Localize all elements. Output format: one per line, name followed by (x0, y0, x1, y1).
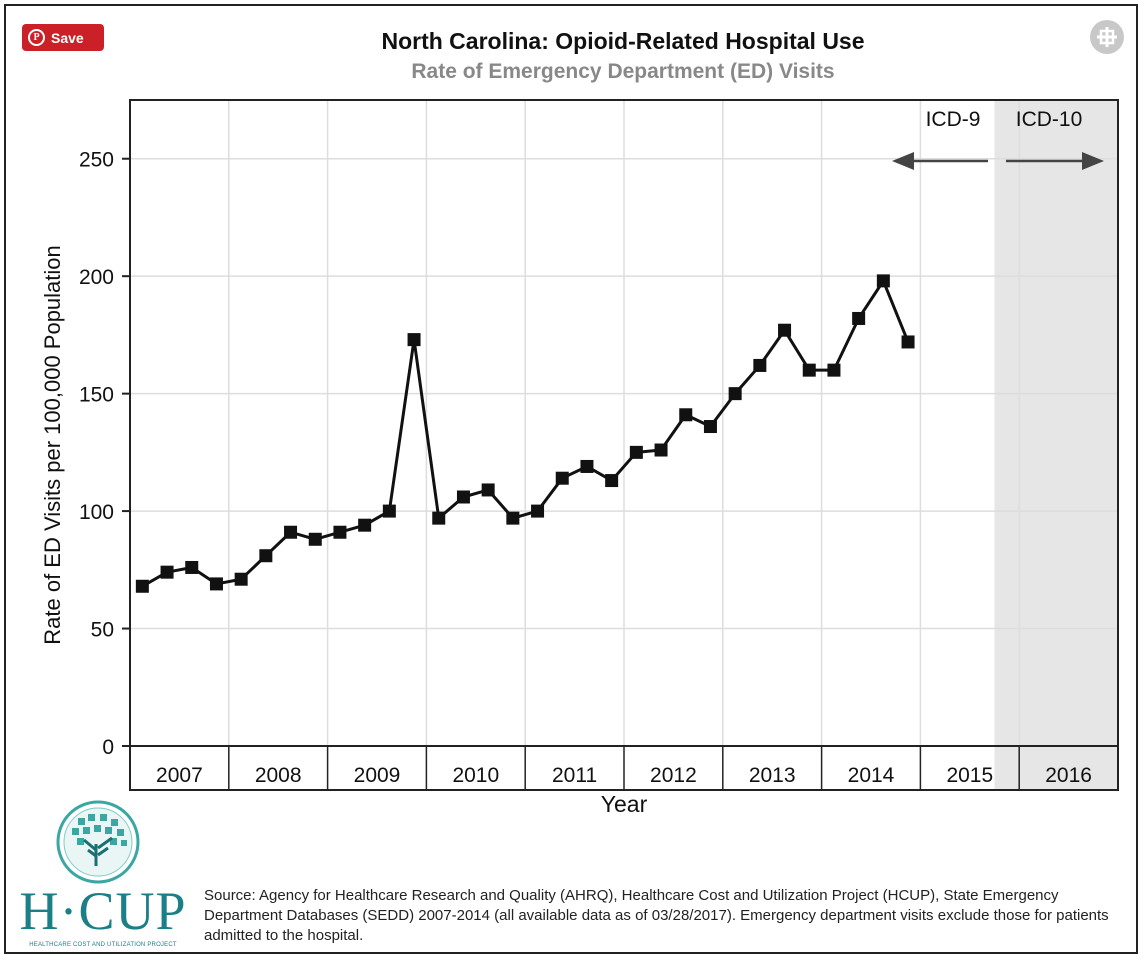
data-point (259, 549, 273, 563)
data-point (456, 490, 470, 504)
data-point (679, 408, 693, 422)
data-point (358, 518, 372, 532)
chart-subtitle: Rate of Emergency Department (ED) Visits (411, 60, 835, 83)
data-point (531, 504, 545, 518)
data-point (432, 511, 446, 525)
source-note: Source: Agency for Healthcare Research a… (204, 887, 1109, 944)
data-point (580, 459, 594, 473)
data-point (308, 532, 322, 546)
x-tick-label: 2012 (650, 764, 697, 787)
x-tick-label: 2008 (255, 764, 302, 787)
x-axis-title: Year (601, 791, 648, 817)
icd10-arrow-head (1082, 152, 1104, 170)
icd9-label: ICD-9 (926, 108, 981, 131)
data-point (185, 560, 199, 574)
chart-frame (4, 4, 1138, 954)
pinterest-save-button[interactable]: P Save (22, 24, 104, 51)
x-tick-label: 2010 (452, 764, 499, 787)
data-point (703, 420, 717, 434)
y-tick-label: 100 (79, 501, 114, 524)
x-tick-label: 2011 (552, 764, 597, 787)
y-tick-label: 150 (79, 384, 114, 407)
hcup-wordmark: H·CUP (19, 881, 187, 941)
data-point (333, 525, 347, 539)
expand-button[interactable] (1090, 20, 1124, 54)
y-axis-title: Rate of ED Visits per 100,000 Population (40, 245, 65, 645)
data-point (555, 471, 569, 485)
plot-frame (129, 99, 1119, 791)
icd10-shaded-region (994, 100, 1118, 790)
data-point (753, 358, 767, 372)
pinterest-icon: P (28, 29, 45, 46)
data-point (605, 474, 619, 488)
data-point (852, 311, 866, 325)
icd10-label: ICD-10 (1016, 108, 1083, 131)
y-tick-label: 50 (91, 619, 114, 642)
line-chart: 0 50 100 150 200 250 2007 2008 2009 2010 2011 2012 2… (40, 99, 1119, 817)
chart-title: North Carolina: Opioid-Related Hospital … (381, 28, 865, 54)
y-tick-label: 0 (102, 736, 114, 759)
data-point (506, 511, 520, 525)
hcup-tagline: HEALTHCARE COST AND UTILIZATION PROJECT (29, 942, 177, 948)
data-point (778, 323, 792, 337)
data-point (160, 565, 174, 579)
data-point (209, 577, 223, 591)
data-point (135, 579, 149, 593)
x-tick-label: 2016 (1045, 764, 1092, 787)
x-tick-label: 2007 (156, 764, 203, 787)
data-point (629, 445, 643, 459)
expand-icon (1097, 27, 1117, 47)
save-label: Save (51, 29, 84, 46)
icd9-arrow-head (892, 152, 914, 170)
data-point (382, 504, 396, 518)
data-point (827, 363, 841, 377)
y-tick-label: 200 (79, 266, 114, 289)
data-point (802, 363, 816, 377)
y-tick-label: 250 (79, 149, 114, 172)
data-point (876, 274, 890, 288)
hcup-logo (56, 800, 140, 884)
x-tick-label: 2015 (946, 764, 993, 787)
data-point (234, 572, 248, 586)
data-point (654, 443, 668, 457)
x-tick-label: 2009 (354, 764, 401, 787)
x-tick-label: 2014 (848, 764, 895, 787)
data-point (901, 335, 915, 349)
data-point (284, 525, 298, 539)
x-tick-label: 2013 (749, 764, 796, 787)
data-point (407, 333, 421, 347)
data-point (481, 483, 495, 497)
data-point (728, 387, 742, 401)
